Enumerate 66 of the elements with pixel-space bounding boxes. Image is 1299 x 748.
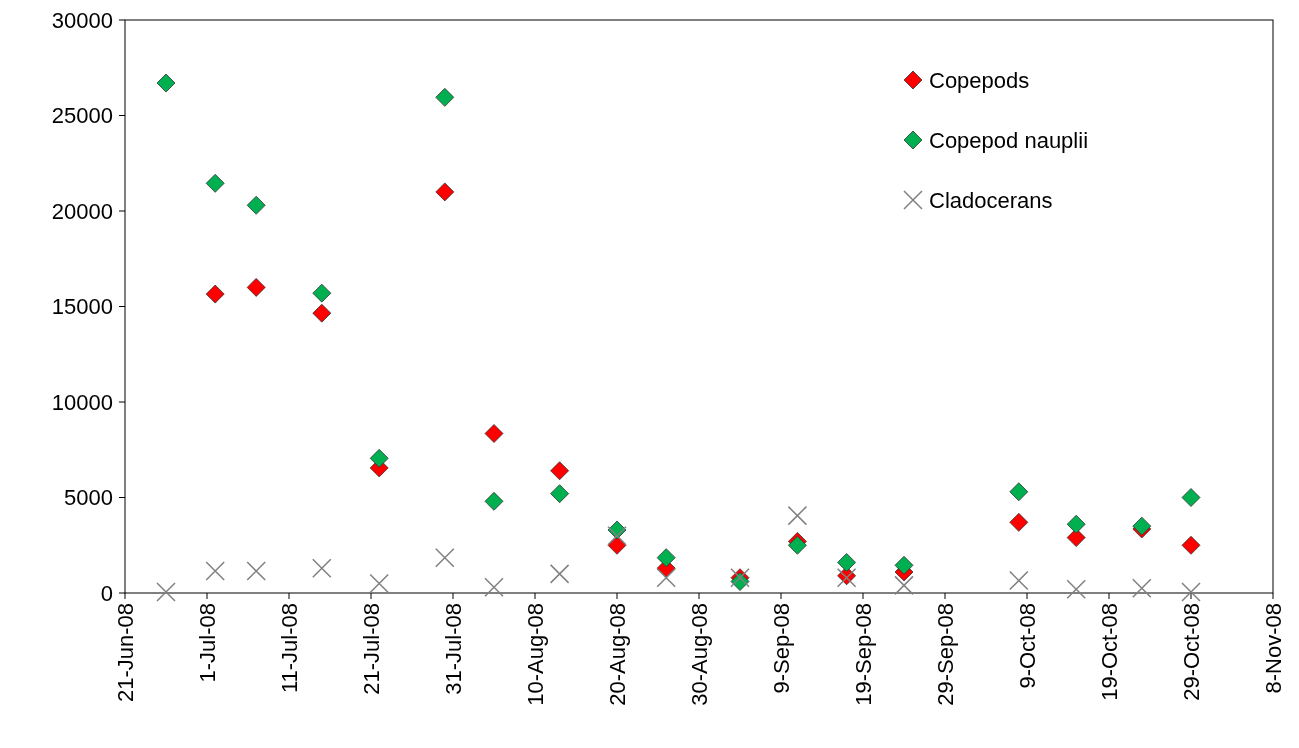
y-tick-label: 15000 bbox=[51, 294, 113, 320]
legend-label: Copepods bbox=[929, 67, 1030, 93]
point bbox=[550, 484, 569, 504]
point bbox=[246, 278, 266, 297]
point bbox=[607, 535, 627, 555]
point bbox=[1181, 582, 1201, 602]
y-tick-label: 0 bbox=[100, 580, 113, 606]
x-tick-label: 31-Jul-08 bbox=[440, 603, 466, 695]
point bbox=[607, 525, 627, 546]
point bbox=[1132, 578, 1152, 598]
point bbox=[1181, 535, 1201, 555]
y-tick-label: 10000 bbox=[51, 389, 113, 415]
point bbox=[205, 284, 225, 304]
point bbox=[837, 553, 856, 572]
point bbox=[549, 564, 570, 584]
x-tick-label: 9-Oct-08 bbox=[1014, 603, 1040, 689]
point bbox=[1066, 528, 1086, 548]
x-tick-label: 10-Aug-08 bbox=[522, 603, 548, 706]
point bbox=[312, 303, 332, 323]
x-tick-label: 19-Oct-08 bbox=[1096, 603, 1122, 701]
point bbox=[1066, 514, 1086, 534]
x-tick-label: 21-Jul-08 bbox=[358, 603, 384, 695]
point bbox=[788, 535, 807, 555]
point bbox=[312, 558, 332, 578]
point bbox=[1009, 482, 1029, 502]
y-tick-label: 25000 bbox=[51, 103, 113, 129]
point bbox=[369, 573, 389, 594]
point bbox=[205, 173, 225, 193]
point bbox=[312, 283, 332, 303]
x-tick-label: 29-Sep-08 bbox=[932, 603, 958, 706]
point bbox=[656, 548, 676, 568]
y-tick-label: 20000 bbox=[51, 198, 113, 224]
point bbox=[435, 547, 455, 568]
point bbox=[787, 505, 808, 526]
point bbox=[484, 577, 504, 598]
point bbox=[484, 491, 504, 511]
y-tick-label: 5000 bbox=[64, 485, 113, 511]
point bbox=[894, 555, 914, 575]
x-tick-label: 21-Jun-08 bbox=[112, 603, 138, 703]
point bbox=[369, 448, 389, 468]
x-tick-label: 8-Nov-08 bbox=[1260, 603, 1286, 694]
point bbox=[1009, 570, 1029, 591]
point bbox=[435, 87, 455, 107]
point bbox=[246, 561, 266, 581]
x-tick-label: 1-Jul-08 bbox=[194, 603, 220, 683]
point bbox=[656, 567, 676, 588]
legend-label: Copepod nauplii bbox=[929, 127, 1089, 153]
point bbox=[156, 73, 176, 93]
point bbox=[894, 575, 914, 596]
point bbox=[205, 561, 225, 581]
x-tick-label: 30-Aug-08 bbox=[686, 603, 712, 706]
point bbox=[246, 195, 266, 215]
point bbox=[1009, 512, 1029, 532]
point bbox=[435, 182, 455, 202]
x-tick-label: 29-Oct-08 bbox=[1178, 603, 1204, 701]
point bbox=[550, 461, 569, 481]
legend-label: Cladocerans bbox=[929, 187, 1053, 213]
point bbox=[156, 582, 176, 602]
x-tick-label: 19-Sep-08 bbox=[850, 603, 876, 706]
point bbox=[1181, 488, 1201, 507]
x-tick-label: 9-Sep-08 bbox=[768, 603, 794, 694]
point bbox=[484, 424, 504, 443]
x-tick-label: 20-Aug-08 bbox=[604, 603, 630, 706]
x-tick-label: 11-Jul-08 bbox=[276, 603, 302, 694]
y-tick-label: 30000 bbox=[51, 7, 113, 33]
point bbox=[1066, 579, 1086, 599]
